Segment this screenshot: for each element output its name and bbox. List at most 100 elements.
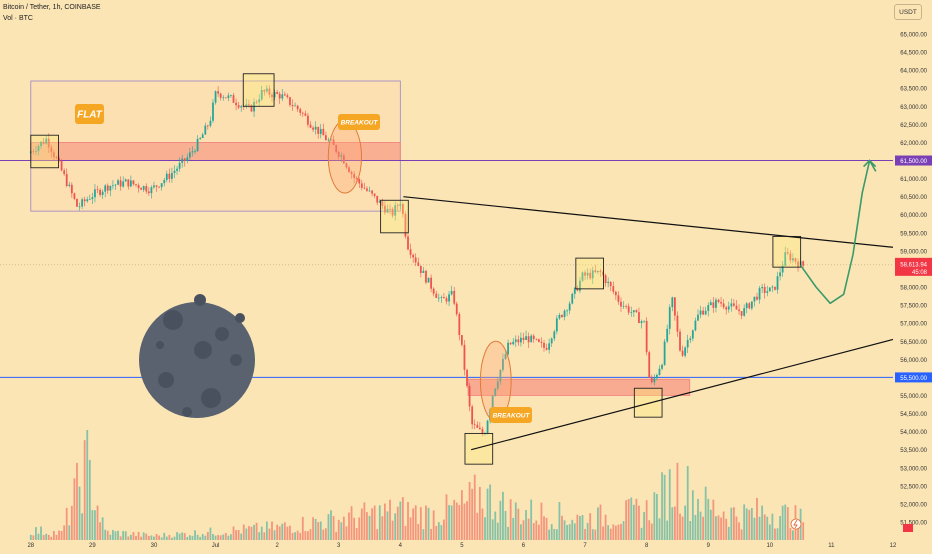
- volume-bar: [620, 523, 622, 540]
- volume-bar: [163, 532, 166, 540]
- volume-bar: [784, 504, 787, 540]
- trendline-support: [470, 338, 894, 451]
- candle-body: [196, 138, 199, 152]
- volume-bar: [232, 526, 235, 540]
- volume-bar: [47, 534, 50, 540]
- candle-body: [571, 293, 574, 304]
- volume-bar: [707, 498, 710, 540]
- volume-bar: [484, 517, 486, 540]
- volume-bar: [697, 498, 699, 540]
- volume-bar: [709, 509, 712, 540]
- candle-body: [648, 352, 651, 378]
- volume-bar: [522, 520, 525, 540]
- candle-body: [766, 291, 769, 293]
- volume-bar: [496, 522, 499, 540]
- volume-bar: [160, 537, 163, 540]
- candle-body: [466, 369, 468, 386]
- candle-body: [463, 344, 466, 370]
- volume-bar: [253, 524, 255, 540]
- candle-body: [435, 293, 438, 298]
- volume-bar: [340, 522, 343, 540]
- candle-body: [596, 270, 599, 273]
- event-marker-icon[interactable]: [790, 518, 802, 530]
- candle-body: [540, 341, 543, 343]
- time-tick-label: 12: [890, 543, 897, 549]
- volume-bar: [463, 503, 466, 540]
- candle-body: [312, 127, 314, 130]
- candle-body: [63, 170, 66, 174]
- volume-bar: [781, 505, 784, 540]
- candle-body: [686, 339, 689, 348]
- volume-bar: [407, 502, 409, 540]
- candle-body: [137, 185, 140, 189]
- volume-bar: [404, 525, 407, 540]
- volume-bar: [376, 529, 379, 540]
- volume-bar: [599, 504, 602, 540]
- volume-bar: [296, 530, 299, 540]
- volume-bar: [422, 529, 425, 540]
- volume-bar: [668, 469, 671, 540]
- candle-body: [430, 277, 433, 289]
- annotation-label-bg: [490, 407, 532, 423]
- volume-bar: [260, 526, 263, 540]
- candle-body: [91, 197, 94, 200]
- candle-body: [119, 180, 122, 187]
- volume-bar: [686, 466, 689, 540]
- time-tick-label: 8: [645, 543, 649, 549]
- volume-bar: [748, 509, 751, 540]
- candle-body: [543, 342, 545, 348]
- highlight-box: [380, 199, 409, 234]
- volume-bar: [319, 521, 322, 540]
- candle-body: [355, 178, 358, 180]
- candle-body: [368, 190, 371, 192]
- candle-body: [640, 321, 643, 324]
- volume-bar: [29, 534, 32, 540]
- candle-body: [384, 205, 386, 213]
- candle-body: [786, 252, 789, 254]
- candle-body: [407, 236, 409, 250]
- projection-arrowhead: [863, 159, 877, 168]
- candle-body: [414, 257, 417, 263]
- volume-bar: [176, 532, 178, 540]
- volume-bar: [720, 517, 722, 540]
- volume-bar: [78, 486, 81, 540]
- currency-unit-button[interactable]: USDT: [894, 4, 922, 20]
- candle-body: [291, 104, 294, 107]
- candle-body: [704, 310, 707, 315]
- candle-body: [645, 320, 648, 353]
- level-price-tag: 55,500.00: [900, 376, 927, 382]
- volume-bar: [733, 507, 735, 540]
- volume-bar: [217, 535, 220, 540]
- volume-bar: [715, 516, 717, 540]
- candle-body: [281, 94, 284, 99]
- volume-bar: [60, 530, 63, 540]
- candle-body: [550, 338, 553, 344]
- time-tick-label: 3: [337, 543, 341, 549]
- candle-body: [163, 179, 166, 184]
- price-tick-label: 62,000.00: [900, 141, 927, 147]
- volume-bar: [537, 524, 540, 540]
- volume-bar: [276, 524, 279, 540]
- candle-body: [566, 310, 569, 312]
- volume-bar: [571, 519, 574, 540]
- candle-body: [679, 331, 681, 351]
- candle-body: [181, 158, 184, 163]
- volume-bar: [350, 506, 353, 540]
- volume-bar: [638, 505, 640, 540]
- price-tick-label: 64,000.00: [900, 69, 927, 75]
- candle-body: [289, 97, 291, 105]
- moon-crater: [156, 341, 164, 349]
- volume-bar: [489, 484, 492, 540]
- volume-bar: [389, 499, 391, 540]
- volume-bar: [83, 440, 86, 540]
- candle-body: [265, 88, 268, 92]
- candle-body: [322, 128, 325, 136]
- volume-bar: [142, 532, 145, 540]
- price-tick-label: 53,500.00: [900, 448, 927, 454]
- volume-bar: [366, 512, 368, 540]
- time-tick-label: 5: [460, 543, 464, 549]
- volume-bar: [440, 525, 443, 540]
- candle-body: [425, 270, 427, 283]
